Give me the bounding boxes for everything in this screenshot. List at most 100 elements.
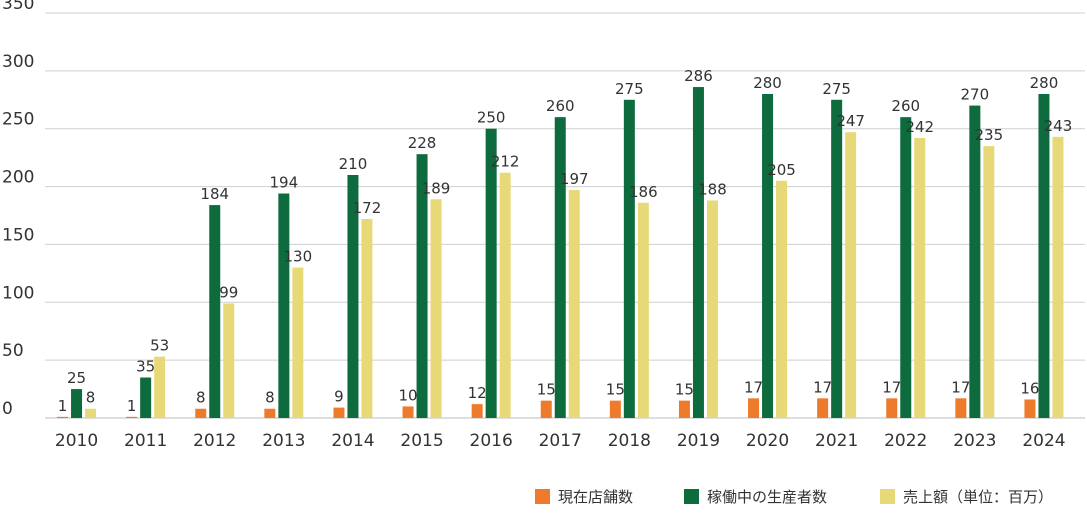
x-tick-label: 2014 [331, 431, 374, 451]
data-label: 242 [905, 118, 934, 136]
data-label: 172 [353, 199, 382, 217]
y-tick-label: 0 [2, 399, 13, 419]
data-label: 197 [560, 170, 589, 188]
data-label: 8 [265, 389, 275, 407]
bar [57, 416, 69, 418]
data-label: 260 [891, 97, 920, 115]
bar [748, 398, 760, 418]
bar [1038, 94, 1050, 418]
x-tick-label: 2012 [193, 431, 236, 451]
data-label: 9 [334, 388, 344, 406]
data-label: 10 [399, 386, 418, 404]
data-label: 189 [422, 179, 451, 197]
data-label: 17 [813, 378, 832, 396]
legend-label: 稼働中の生産者数 [707, 488, 827, 506]
data-label: 17 [951, 378, 970, 396]
data-label: 186 [629, 183, 658, 201]
y-tick-label: 300 [2, 52, 34, 72]
data-label: 247 [836, 112, 865, 130]
bar [831, 99, 843, 419]
bar [278, 193, 290, 418]
y-tick-label: 150 [2, 225, 34, 245]
legend-swatch [880, 489, 895, 504]
x-tick-label: 2015 [400, 431, 443, 451]
bar [209, 205, 221, 418]
y-tick-label: 100 [2, 283, 34, 303]
bar [983, 146, 995, 419]
data-label: 235 [975, 126, 1004, 144]
x-tick-label: 2024 [1022, 431, 1065, 451]
bar [845, 132, 857, 418]
data-label: 8 [86, 389, 96, 407]
bar [554, 117, 566, 419]
data-label: 205 [767, 161, 796, 179]
data-label: 270 [961, 86, 990, 104]
bar [692, 87, 704, 419]
bar [678, 400, 690, 418]
bar [817, 398, 829, 418]
data-label: 194 [270, 174, 299, 192]
data-label: 25 [67, 369, 86, 387]
x-tick-label: 2013 [262, 431, 305, 451]
bar [900, 117, 912, 419]
x-axis: 2010 2011 2012 2013 2014 2015 2016 2017 2018 2019… [55, 431, 1066, 451]
bar [347, 175, 359, 418]
x-tick-label: 2010 [55, 431, 98, 451]
bar [223, 303, 235, 418]
bar [292, 267, 304, 418]
x-tick-label: 2018 [608, 431, 651, 451]
data-label: 15 [675, 381, 694, 399]
bar [637, 202, 649, 418]
bar [969, 105, 981, 419]
y-tick-label: 250 [2, 110, 34, 130]
bar [540, 400, 552, 418]
data-label: 275 [822, 80, 851, 98]
bar [361, 218, 373, 418]
data-label: 188 [698, 180, 727, 198]
data-label: 1 [127, 397, 137, 415]
data-label: 17 [744, 378, 763, 396]
data-label: 17 [882, 378, 901, 396]
bar [1024, 399, 1036, 418]
bar [776, 180, 788, 418]
data-label: 286 [684, 67, 713, 85]
data-label: 35 [136, 358, 155, 376]
bar [706, 200, 718, 418]
legend-swatch [535, 489, 550, 504]
bar [333, 407, 345, 418]
bar [499, 172, 511, 418]
y-tick-label: 50 [2, 341, 24, 361]
data-label: 228 [408, 134, 437, 152]
y-tick-label: 200 [2, 168, 34, 188]
data-label: 243 [1044, 117, 1073, 135]
bar [886, 398, 898, 418]
bar [264, 408, 276, 418]
bar [140, 377, 152, 418]
data-label: 15 [537, 381, 556, 399]
data-label: 53 [150, 337, 169, 355]
bar [914, 137, 926, 418]
data-label: 130 [284, 248, 313, 266]
data-label: 280 [753, 74, 782, 92]
legend-label: 現在店舗数 [558, 488, 633, 506]
bars [57, 87, 1064, 419]
x-tick-label: 2023 [953, 431, 996, 451]
x-tick-label: 2020 [746, 431, 789, 451]
bar [416, 154, 428, 418]
data-label: 260 [546, 97, 575, 115]
data-label: 210 [339, 155, 368, 173]
bar [762, 94, 774, 418]
y-axis: 0 50 100 150 200 250 300 350 [2, 0, 34, 419]
data-label: 1 [58, 397, 68, 415]
x-tick-label: 2019 [677, 431, 720, 451]
data-label: 12 [468, 384, 487, 402]
bar [430, 199, 442, 418]
bar [126, 416, 138, 418]
legend-swatch [684, 489, 699, 504]
legend-label: 売上額（単位：百万） [903, 488, 1053, 506]
data-label: 250 [477, 109, 506, 127]
bar [955, 398, 967, 418]
legend: 現在店舗数 稼働中の生産者数 売上額（単位：百万） [535, 488, 1053, 506]
